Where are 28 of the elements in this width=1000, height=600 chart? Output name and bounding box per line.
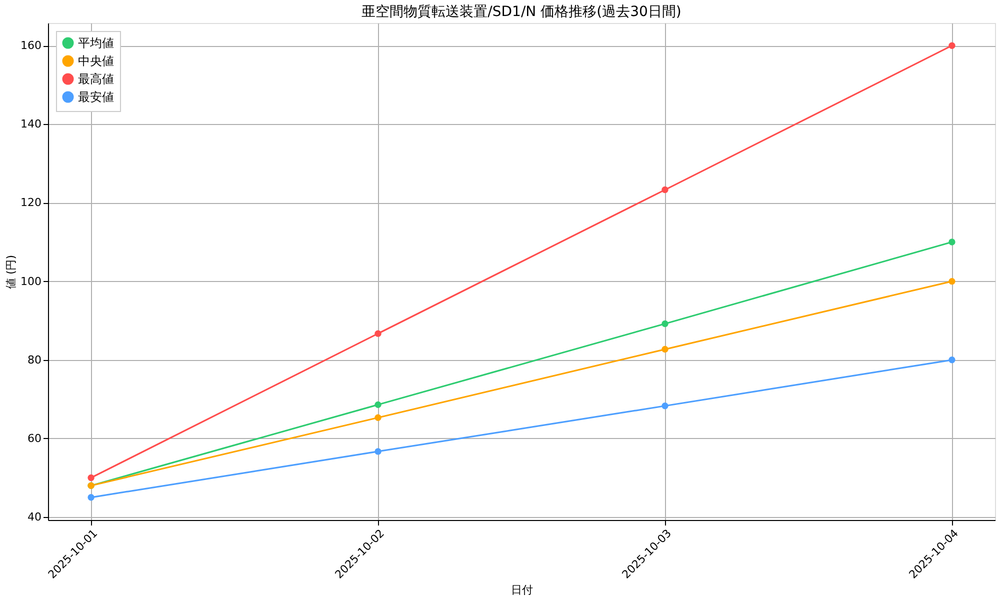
y-axis-title: 値 (円) (4, 254, 18, 290)
y-tick-label: 80 (28, 353, 42, 366)
point (662, 186, 668, 194)
point (662, 346, 668, 353)
point (88, 494, 94, 501)
y-tick-label: 40 (28, 510, 42, 524)
point (374, 401, 382, 408)
y-tick-label: 120 (20, 196, 42, 210)
y-tick-label: 140 (20, 118, 42, 131)
point (88, 474, 94, 482)
point (374, 448, 382, 455)
point (948, 356, 956, 364)
legend-label: 最高値 (78, 72, 114, 86)
y-tick-label: 60 (28, 432, 42, 445)
point (662, 320, 668, 328)
chart-title: 亜空間物質転送装置/SD1/N 価格推移(過去30日間) (362, 4, 682, 20)
point (948, 278, 956, 285)
y-tick-label: 100 (20, 274, 42, 288)
legend-label: 平均値 (78, 36, 114, 50)
point (662, 402, 668, 410)
legend-label: 最安値 (78, 90, 114, 104)
point (948, 238, 956, 246)
legend-label: 中央値 (78, 54, 114, 68)
point (374, 330, 382, 337)
y-tick-label: 160 (20, 39, 42, 52)
x-axis-title: 日付 (511, 583, 533, 596)
point (948, 42, 956, 49)
point (374, 414, 382, 421)
